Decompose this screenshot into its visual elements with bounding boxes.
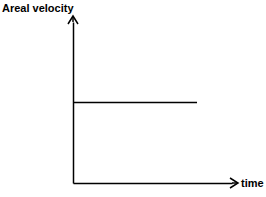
axis-line xyxy=(74,183,233,185)
data-line xyxy=(73,102,197,104)
x-arrow xyxy=(230,178,238,188)
chart: Areal velocity time xyxy=(0,0,266,197)
y-arrow xyxy=(68,16,78,24)
y-arrow xyxy=(72,16,74,22)
plot-area xyxy=(73,102,197,103)
x-axis xyxy=(74,183,233,184)
x-axis-title: time xyxy=(241,177,264,189)
y-axis-title: Areal velocity xyxy=(2,2,74,14)
x-arrow xyxy=(232,182,238,184)
